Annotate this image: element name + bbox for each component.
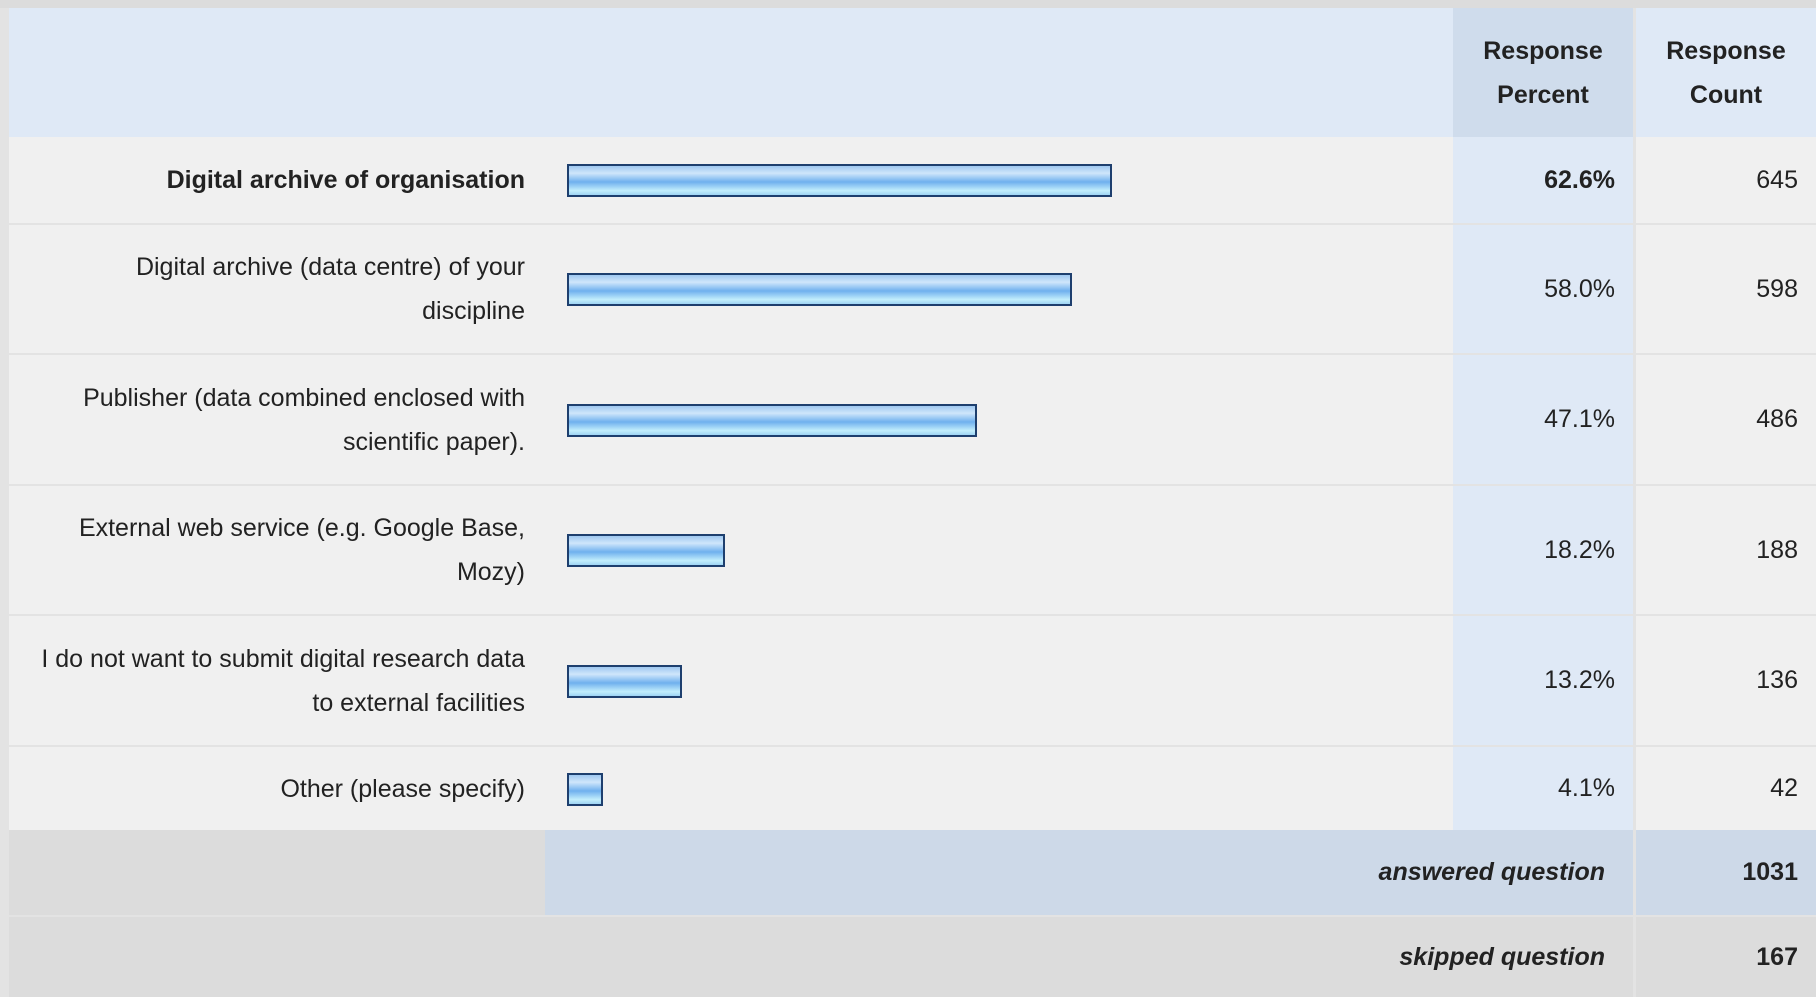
answered-blank <box>9 830 545 915</box>
bar <box>567 273 1072 306</box>
row-count: 486 <box>1636 355 1816 484</box>
row-percent: 18.2% <box>1453 486 1633 614</box>
row-bg <box>9 616 1453 745</box>
top-strip <box>0 0 1816 8</box>
header-percent: Response Percent <box>1453 8 1633 137</box>
skipped-count: 167 <box>1636 917 1816 997</box>
row-bg <box>9 486 1453 614</box>
header-blank <box>9 8 1453 137</box>
bar <box>567 772 603 806</box>
row-percent: 13.2% <box>1453 616 1633 745</box>
row-count: 188 <box>1636 486 1816 614</box>
row-label: Other (please specify) <box>280 774 525 803</box>
row-label: External web service (e.g. Google Base, … <box>78 514 525 586</box>
row-label: Publisher (data combined enclosed with s… <box>83 383 525 456</box>
row-label: I do not want to submit digital research… <box>41 644 525 717</box>
bar <box>567 164 1112 197</box>
answered-label: answered question <box>545 830 1633 915</box>
row-percent: 4.1% <box>1453 747 1633 830</box>
bar <box>567 403 977 437</box>
bar <box>567 534 726 567</box>
row-percent: 62.6% <box>1453 137 1633 223</box>
row-count: 598 <box>1636 225 1816 353</box>
row-bg <box>9 747 1453 830</box>
header-count: Response Count <box>1636 8 1816 137</box>
answered-count: 1031 <box>1636 830 1816 915</box>
row-label: Digital archive (data centre) of your di… <box>135 253 525 325</box>
row-count: 136 <box>1636 616 1816 745</box>
skipped-label: skipped question <box>9 917 1633 997</box>
row-percent: 47.1% <box>1453 355 1633 484</box>
bar <box>567 664 682 698</box>
row-count: 42 <box>1636 747 1816 830</box>
row-label: Digital archive of organisation <box>166 166 525 194</box>
row-percent: 58.0% <box>1453 225 1633 353</box>
row-count: 645 <box>1636 137 1816 223</box>
